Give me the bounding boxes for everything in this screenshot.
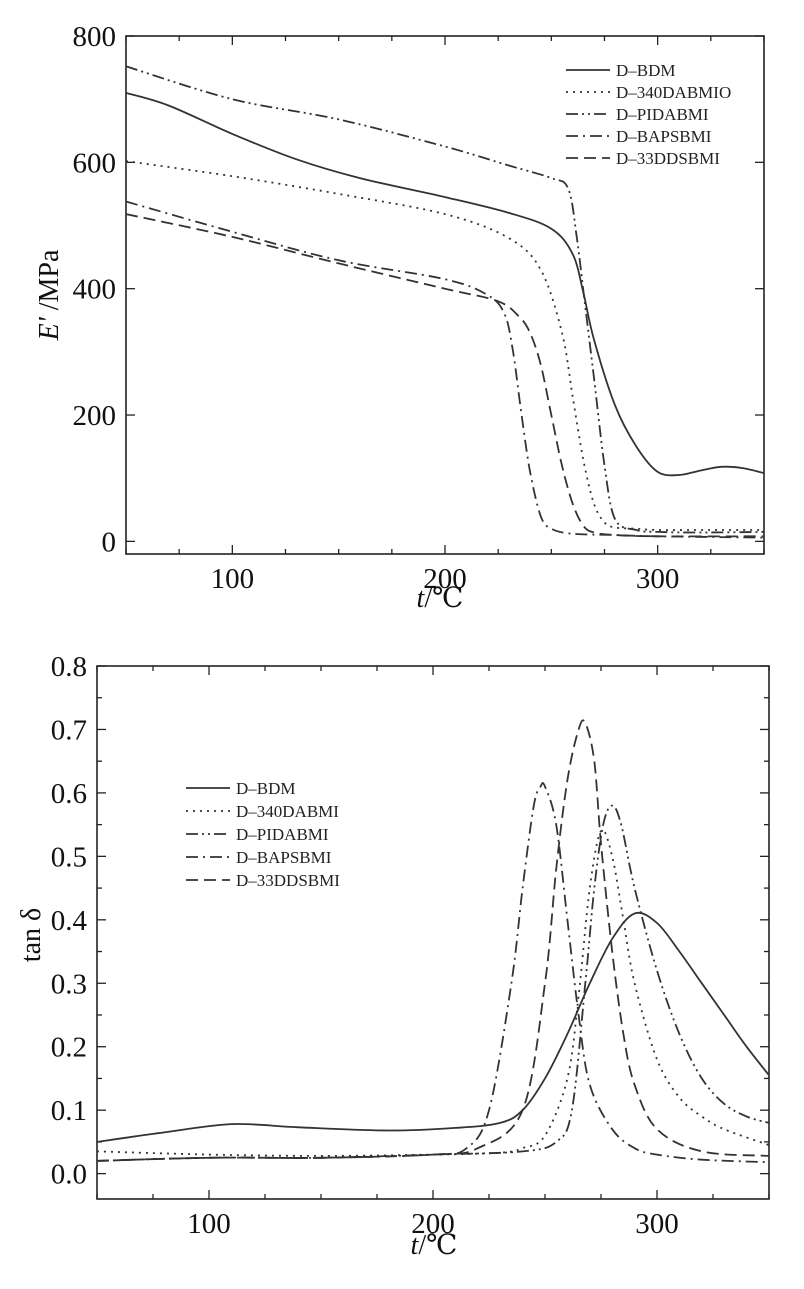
ticks-bottom: 100 200 300 0.0 0.1 0.2 0.3 0.4 0.5 0.6 0.7 0.8 xyxy=(51,651,770,1240)
y-tick-label: 0.4 xyxy=(51,905,88,937)
y-tick-label: 0.5 xyxy=(51,841,87,873)
y-tick-label: 0 xyxy=(102,526,117,558)
legend-label: D–BDM xyxy=(236,779,296,798)
ticks-top: 100 200 300 0 200 400 600 800 xyxy=(73,21,765,595)
y-tick-label: 0.3 xyxy=(51,968,87,1000)
legend-label: D–PIDABMI xyxy=(236,825,329,844)
series-group-top xyxy=(125,65,765,539)
x-tick-label: 100 xyxy=(211,563,255,595)
x-axis-unit-bottom: /℃ xyxy=(418,1230,457,1261)
y-tick-label: 400 xyxy=(73,274,117,306)
y-axis-unit-top: /MPa xyxy=(34,249,65,317)
series-line-d-33ddsbmi xyxy=(96,719,770,1162)
series-group-bottom xyxy=(96,719,770,1164)
y-tick-label: 0.8 xyxy=(51,651,87,683)
y-tick-label: 600 xyxy=(73,147,117,179)
x-axis-unit-top: /℃ xyxy=(424,583,463,614)
chart-tan-delta: 100 200 300 0.0 0.1 0.2 0.3 0.4 0.5 0.6 0.7 0.8 D–B… xyxy=(16,651,770,1261)
series-line-d-bapsbmi xyxy=(125,200,765,539)
y-axis-title-top: E' /MPa xyxy=(34,249,65,341)
legend-label: D–33DDSBMI xyxy=(616,149,720,168)
x-tick-label: 200 xyxy=(411,1208,455,1240)
legend-label: D–340DABMIO xyxy=(616,83,731,102)
legend-label: D–BAPSBMI xyxy=(236,848,332,867)
legend-label: D–340DABMI xyxy=(236,802,339,821)
series-line-d-pidabmi xyxy=(96,804,770,1162)
legend-bottom: D–BDM D–340DABMI D–PIDABMI D–BAPSBMI D–33DDS… xyxy=(186,779,340,890)
legend-top: D–BDM D–340DABMIO D–PIDABMI D–BAPSBMI D–33DD… xyxy=(566,61,731,168)
x-tick-label: 300 xyxy=(635,1208,679,1240)
x-axis-title-bottom: t/℃ xyxy=(411,1230,458,1261)
x-axis-title-top: t/℃ xyxy=(417,583,464,614)
x-tick-label: 100 xyxy=(187,1208,231,1240)
y-tick-label: 0.0 xyxy=(51,1159,87,1191)
series-line-d-bdm xyxy=(125,92,765,477)
y-tick-label: 0.6 xyxy=(51,778,87,810)
series-line-d-340dabmio xyxy=(125,160,764,531)
y-tick-label: 200 xyxy=(73,400,117,432)
y-tick-label: 0.2 xyxy=(51,1032,87,1064)
x-tick-label: 200 xyxy=(423,563,467,595)
plot-frame-bottom xyxy=(96,665,770,1200)
x-axis-var-bottom: t xyxy=(411,1230,420,1261)
legend-label: D–33DDSBMI xyxy=(236,871,340,890)
series-line-d-bdm xyxy=(96,911,770,1143)
y-tick-label: 0.7 xyxy=(51,714,87,746)
series-line-d-33ddsbmi xyxy=(125,213,765,538)
y-axis-title-bottom: tan δ xyxy=(16,908,47,962)
y-axis-var-top: E' xyxy=(34,316,65,341)
series-line-d-340dabmi xyxy=(96,829,770,1157)
legend-label: D–BDM xyxy=(616,61,676,80)
legend-label: D–BAPSBMI xyxy=(616,127,712,146)
y-tick-label: 0.1 xyxy=(51,1095,87,1127)
y-tick-label: 800 xyxy=(73,21,117,53)
legend-label: D–PIDABMI xyxy=(616,105,709,124)
x-axis-var-top: t xyxy=(417,583,426,614)
series-line-d-bapsbmi xyxy=(96,782,770,1164)
x-tick-label: 300 xyxy=(636,563,680,595)
